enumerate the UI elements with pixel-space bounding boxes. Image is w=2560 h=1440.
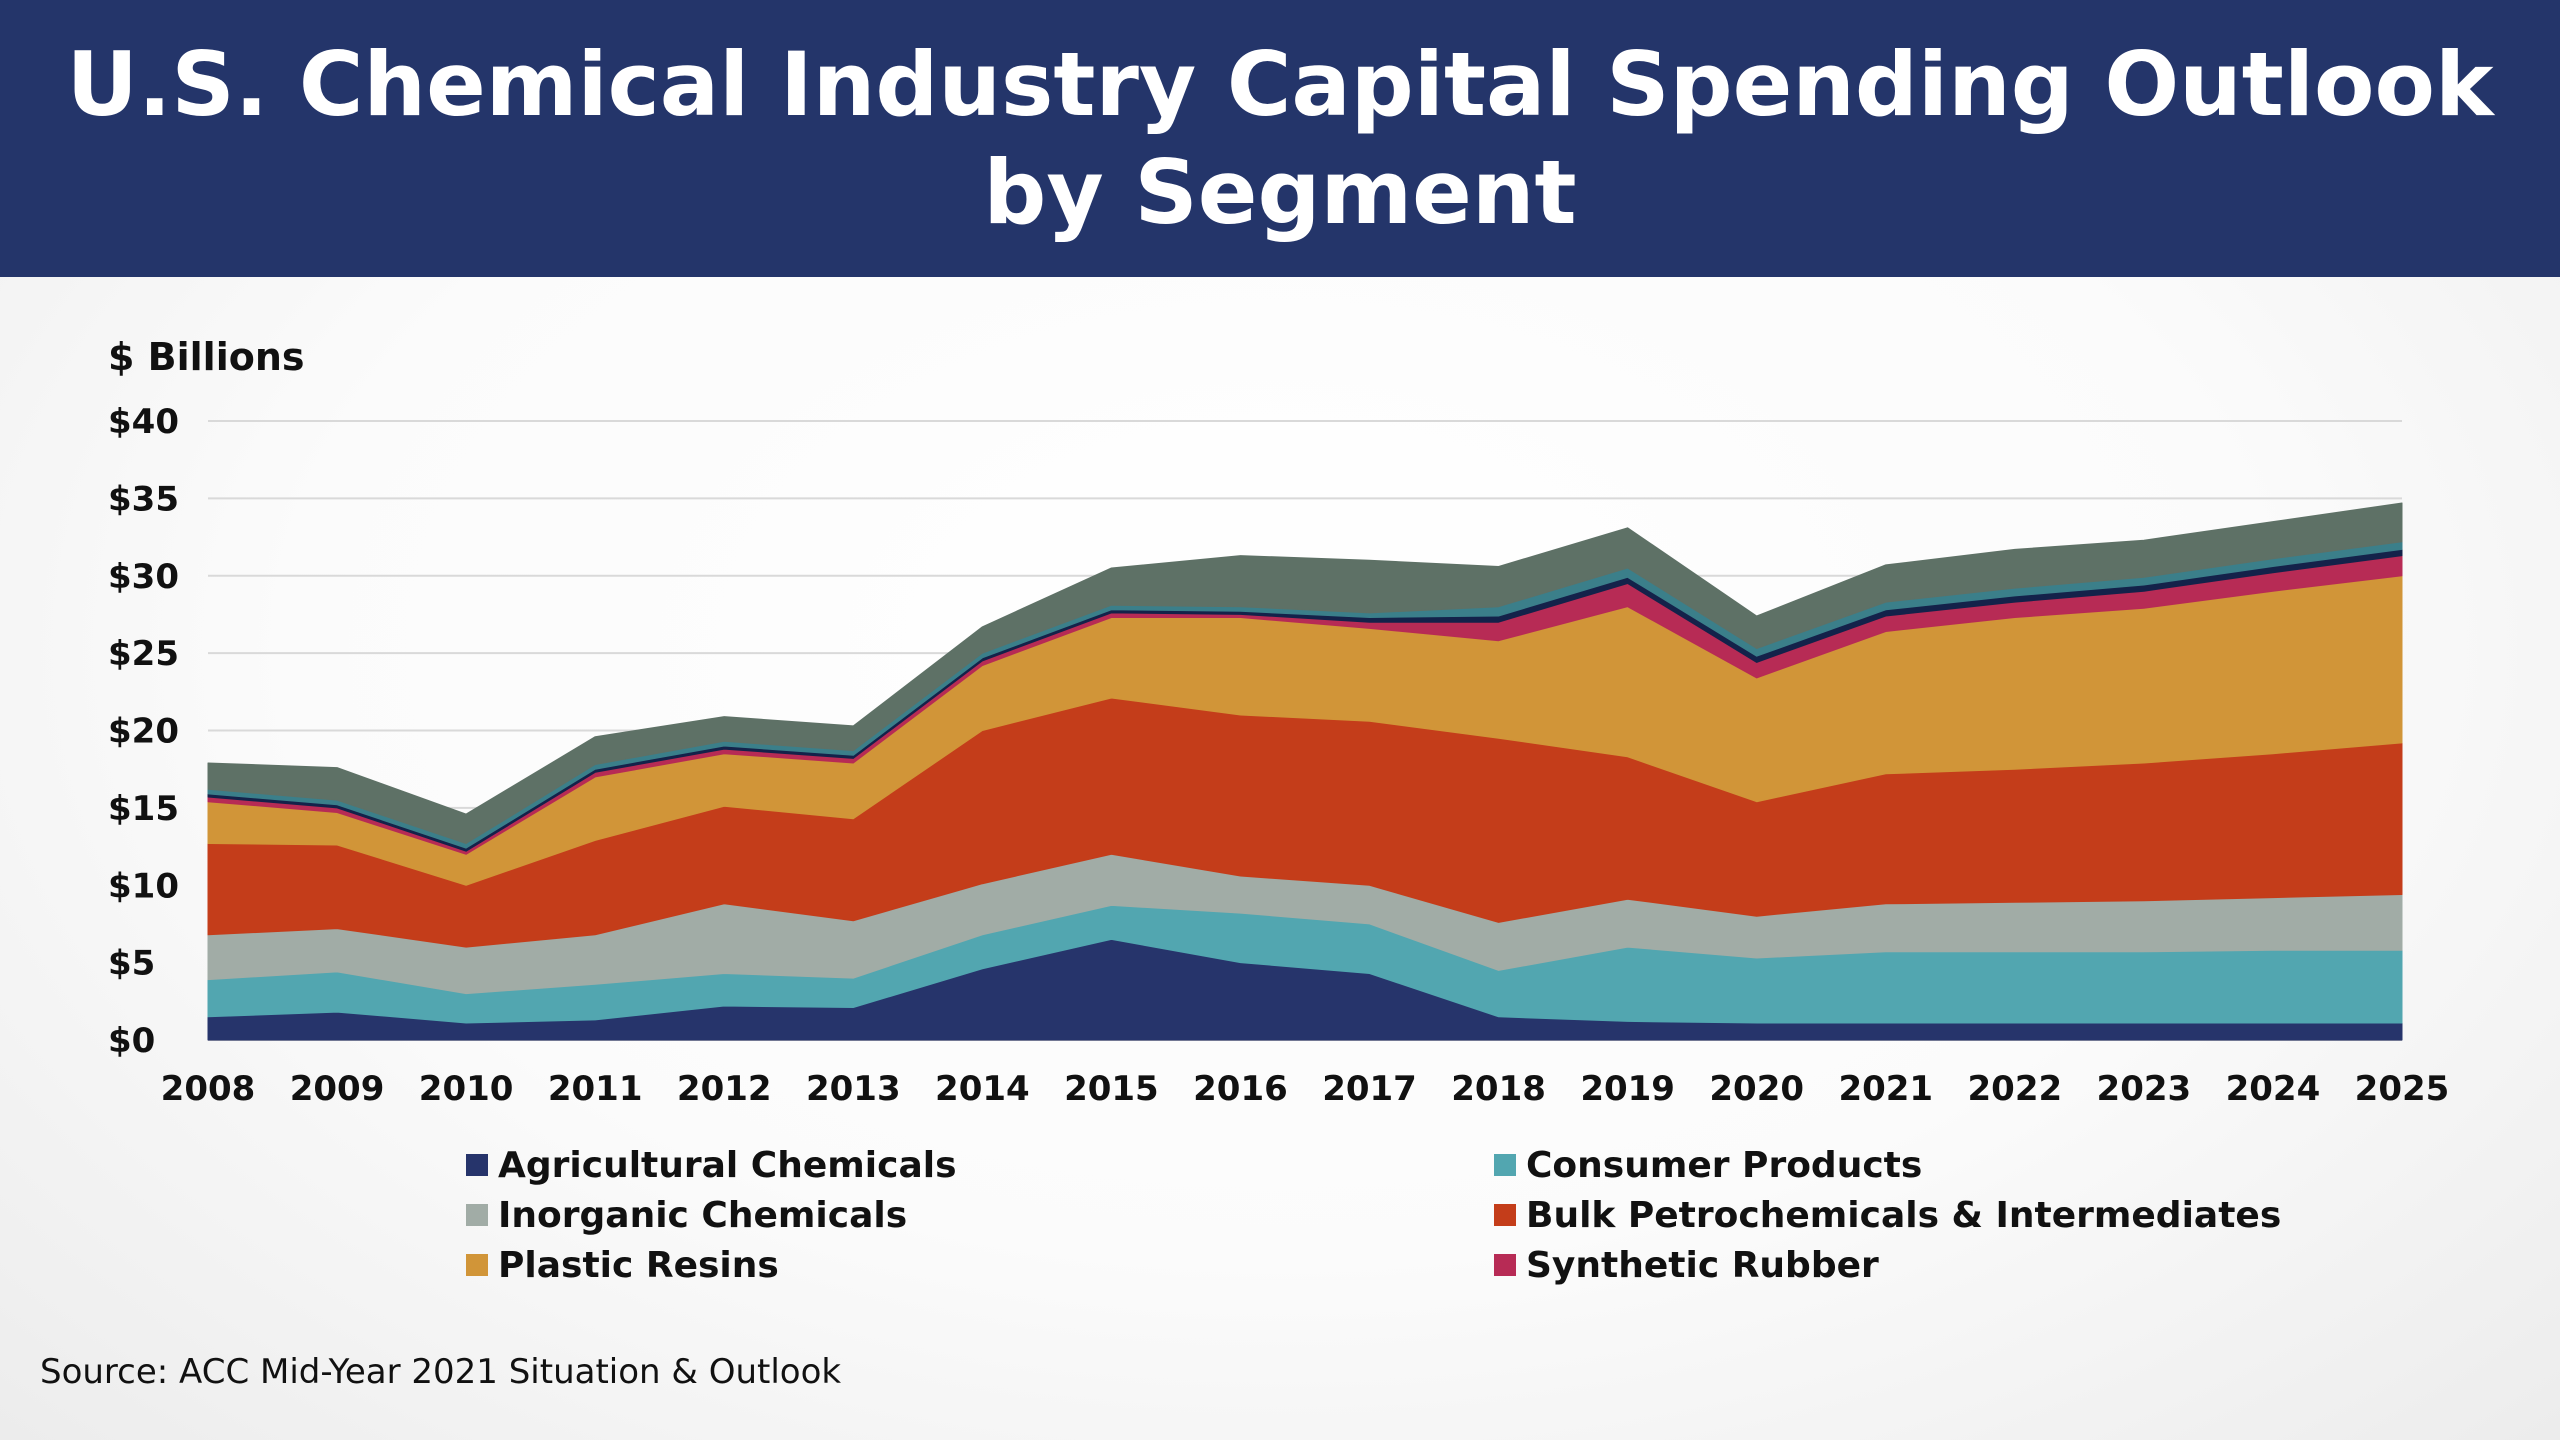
y-tick-label: $20 (108, 712, 179, 752)
y-tick-label: $0 (108, 1021, 155, 1061)
x-tick-label: 2025 (2355, 1069, 2450, 1109)
y-tick-label: $15 (108, 789, 179, 829)
x-tick-label: 2019 (1580, 1069, 1675, 1109)
chart-title-line-1: U.S. Chemical Industry Capital Spending … (66, 32, 2494, 136)
x-tick-label: 2010 (419, 1069, 514, 1109)
x-tick-label: 2013 (806, 1069, 901, 1109)
y-tick-label: $35 (108, 479, 179, 519)
y-tick-label: $10 (108, 866, 179, 906)
x-tick-label: 2009 (290, 1069, 385, 1109)
y-tick-label: $25 (108, 634, 179, 674)
area-series-8 (207, 502, 2403, 844)
x-tick-label: 2024 (2226, 1069, 2321, 1109)
x-tick-label: 2021 (1838, 1069, 1933, 1109)
x-tick-label: 2008 (161, 1069, 256, 1109)
x-tick-label: 2022 (1968, 1069, 2063, 1109)
x-tick-label: 2023 (2097, 1069, 2192, 1109)
source-note: Source: ACC Mid-Year 2021 Situation & Ou… (40, 1352, 842, 1392)
x-tick-label: 2015 (1064, 1069, 1159, 1109)
stacked-area-chart: $0 $5 $10 $15 $20 $25 $30 $35 $40 2008 2009 2010 201… (108, 335, 2450, 1109)
x-tick-label: 2014 (935, 1069, 1030, 1109)
x-tick-label: 2012 (677, 1069, 772, 1109)
y-tick-label: $40 (108, 402, 179, 442)
y-tick-label: $30 (108, 557, 179, 597)
title-banner: U.S. Chemical Industry Capital Spending … (0, 0, 2560, 277)
x-tick-label: 2017 (1322, 1069, 1417, 1109)
x-tick-label: 2016 (1193, 1069, 1288, 1109)
x-tick-label: 2018 (1451, 1069, 1546, 1109)
chart-title-line-2: by Segment (983, 140, 1577, 244)
y-axis-label: $ Billions (108, 335, 305, 379)
y-tick-label: $5 (108, 944, 155, 984)
x-tick-label: 2020 (1709, 1069, 1804, 1109)
x-tick-label: 2011 (548, 1069, 643, 1109)
